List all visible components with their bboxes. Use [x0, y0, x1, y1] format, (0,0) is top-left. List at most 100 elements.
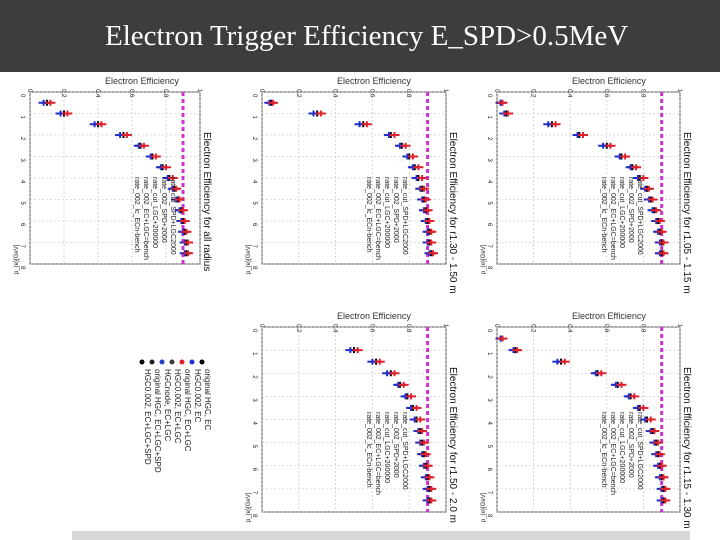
y-tick-label: 0.2: [530, 324, 536, 333]
legend-marker: [189, 359, 195, 365]
legend-panel-entry: original HGC, EC: [203, 369, 212, 431]
x-tick-label: 6: [251, 223, 257, 227]
x-tick-label: 3: [486, 398, 492, 402]
x-tick-label: 1: [251, 116, 257, 120]
x-tick-label: 3: [251, 398, 257, 402]
panel-title: Electron Efficiency: [337, 311, 411, 321]
panel-ylabel: Electron Efficiency for all radius: [201, 132, 212, 271]
y-tick-label: 0.8: [405, 89, 411, 98]
x-tick-label: 4: [251, 422, 257, 426]
chart-panel-4: 0 0.2 0.4 0.6 0.8 1 0 1 2 3 4 5 6 7 8 Electron Efficien…: [246, 311, 458, 523]
x-tick-label: 5: [486, 445, 492, 449]
panel-ylabel: Electron Efficiency for r1.30 - 1.50 m: [447, 132, 458, 294]
panel-xlabel: p_{e}[GeV]: [14, 244, 20, 274]
legend-entry: rate_cut_SPD+LGC2000: [636, 412, 643, 490]
x-tick-label: 7: [486, 245, 492, 249]
legend-entry: rate_002_EC+LGC=bench: [609, 177, 616, 260]
legend-entry: rate_002_SPD+2000: [627, 412, 634, 478]
x-tick-label: 4: [486, 422, 492, 426]
x-tick-label: 6: [19, 223, 25, 227]
legend-panel-entry: original HGC, EC+LGC+SPD: [153, 369, 162, 473]
chart-panel-1: 0 0.2 0.4 0.6 0.8 1 0 1 2 3 4 5 6 7 8 Electron Efficien…: [14, 76, 212, 274]
legend-panel-entry: HGC0.002, EC+LGC: [173, 369, 182, 444]
panel-xlabel: p_{e}[GeV]: [481, 244, 487, 274]
x-tick-label: 0: [19, 94, 25, 98]
legend-entry: rate_002_SPD+2000: [392, 412, 399, 478]
legend-panel-entry: original HGC, EC+LGC: [183, 369, 192, 452]
y-tick-label: 0.4: [566, 89, 572, 98]
x-tick-label: 8: [19, 266, 25, 270]
y-tick-label: 0: [493, 324, 499, 328]
panel-ylabel: Electron Efficiency for r1.50 - 2.0 m: [447, 367, 458, 523]
y-tick-label: 0: [26, 89, 32, 93]
x-tick-label: 0: [486, 329, 492, 333]
x-tick-label: 3: [486, 159, 492, 163]
legend-marker: [159, 359, 165, 365]
legend-panel-entry: HGC0.002, EC+LGC+SPD: [143, 369, 152, 465]
y-tick-label: 1: [676, 324, 682, 328]
slide-title: Electron Trigger Efficiency E_SPD>0.5MeV: [105, 20, 629, 52]
legend-entry: rate_002_lc_ECn-bench: [600, 412, 607, 488]
y-tick-label: 0.8: [405, 324, 411, 333]
title-bar: Electron Trigger Efficiency E_SPD>0.5MeV: [0, 0, 720, 72]
legend-entry: rate_002_EC+LGC=bench: [374, 177, 381, 260]
x-tick-label: 2: [486, 375, 492, 379]
y-tick-label: 0.2: [295, 89, 301, 98]
y-tick-label: 0.6: [603, 89, 609, 98]
x-tick-label: 1: [486, 352, 492, 356]
x-tick-label: 6: [251, 468, 257, 472]
y-tick-label: 0: [258, 324, 264, 328]
y-tick-label: 0.2: [295, 324, 301, 333]
legend-marker: [149, 359, 155, 365]
legend-entry: rate_cut_SPD+LGC2000: [636, 177, 643, 255]
chart-panel-2: 0 0.2 0.4 0.6 0.8 1 0 1 2 3 4 5 6 7 8 Electron Efficien…: [246, 76, 458, 294]
legend-entry: rate_cut_SPD+LGC2000: [169, 177, 176, 255]
legend-marker: [179, 359, 185, 365]
x-tick-label: 7: [486, 491, 492, 495]
y-tick-label: 0.6: [368, 89, 374, 98]
y-tick-label: 0.4: [94, 89, 100, 98]
legend-marker: [139, 359, 145, 365]
y-tick-label: 0.8: [639, 324, 645, 333]
plots-area: 0 0.2 0.4 0.6 0.8 1 0 1 2 3 4 5 6 7 8 Electron Efficien…: [14, 76, 692, 529]
x-tick-label: 7: [251, 491, 257, 495]
x-tick-label: 1: [251, 352, 257, 356]
legend-marker: [199, 359, 205, 365]
chart-panel-3: 0 0.2 0.4 0.6 0.8 1 0 1 2 3 4 5 6 7 8 Electron Efficien…: [481, 76, 692, 294]
y-tick-label: 0.6: [368, 324, 374, 333]
legend-entry: rate_002_SPD+2000: [627, 177, 634, 243]
panel-title: Electron Efficiency: [337, 76, 411, 86]
y-tick-label: 1: [442, 324, 448, 328]
panel-xlabel: p_{e}[GeV]: [246, 492, 252, 522]
y-tick-label: 1: [196, 89, 202, 93]
panel-xlabel: p_{e}[GeV]: [246, 244, 252, 274]
x-tick-label: 3: [19, 159, 25, 163]
x-tick-label: 1: [486, 116, 492, 120]
legend-entry: rate_cut_LGC+200000: [383, 412, 390, 483]
legend-entry: rate_cut_LGC+200000: [618, 412, 625, 483]
x-tick-label: 2: [19, 137, 25, 141]
x-tick-label: 2: [251, 137, 257, 141]
legend-entry: rate_002_lc_ECn-bench: [365, 177, 372, 253]
legend-entry: rate_002_lc_ECn-bench: [600, 177, 607, 253]
y-tick-label: 0.6: [128, 89, 134, 98]
y-tick-label: 0: [493, 89, 499, 93]
x-tick-label: 5: [19, 202, 25, 206]
legend-entry: rate_002_SPD+2000: [160, 177, 167, 243]
y-tick-label: 0.8: [639, 89, 645, 98]
legend-entry: rate_cut_LGC+200000: [618, 177, 625, 248]
y-tick-label: 0: [258, 89, 264, 93]
x-tick-label: 5: [486, 202, 492, 206]
legend-entry: rate_cut_SPD+LGC2000: [401, 412, 408, 490]
legend-entry: rate_cut_SPD+LGC2000: [401, 177, 408, 255]
chart-panel-5: 0 0.2 0.4 0.6 0.8 1 0 1 2 3 4 5 6 7 8 Electron Efficien…: [481, 311, 692, 529]
x-tick-label: 2: [251, 375, 257, 379]
y-tick-label: 0.8: [162, 89, 168, 98]
y-tick-label: 0.4: [332, 324, 338, 333]
x-tick-label: 6: [486, 223, 492, 227]
x-tick-label: 5: [251, 445, 257, 449]
x-tick-label: 4: [486, 180, 492, 184]
x-tick-label: 4: [19, 180, 25, 184]
bottom-strip: [72, 531, 690, 540]
